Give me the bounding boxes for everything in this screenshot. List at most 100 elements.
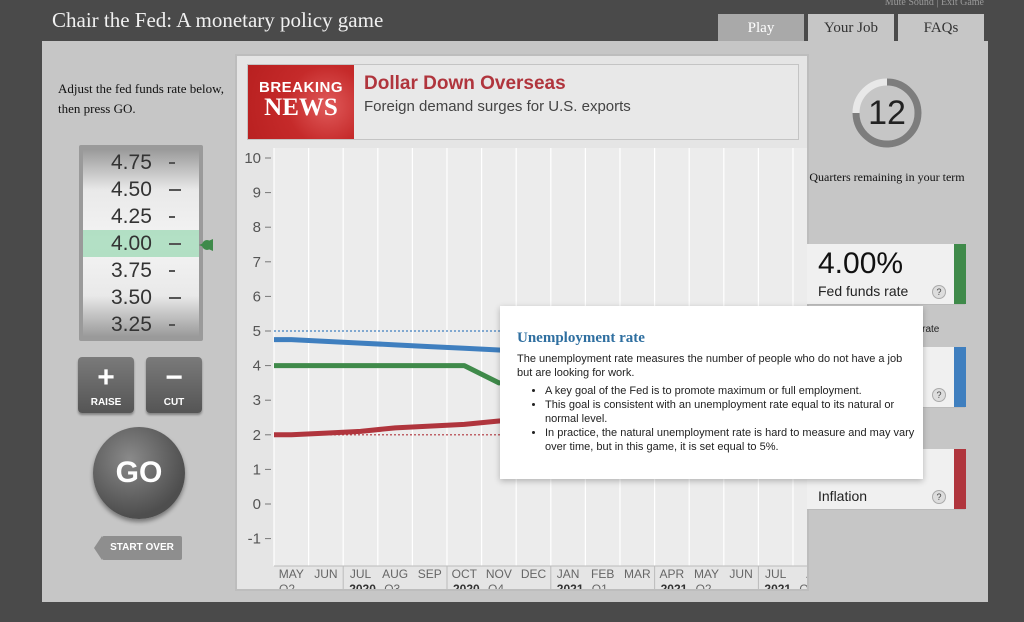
news-subheadline: Foreign demand surges for U.S. exports [364, 98, 631, 115]
rate-dial-window: 4.75 4.50 4.25 4.00 3.75 3.50 3.25 [83, 149, 199, 337]
x-month-label: DEC [521, 567, 547, 581]
mute-sound-link[interactable]: Mute Sound [884, 0, 934, 8]
series-line-fed_funds [274, 363, 534, 386]
x-month-label: FEB [591, 567, 614, 581]
exit-game-link[interactable]: Exit Game [940, 0, 984, 8]
fed-funds-label: Fed funds rate [818, 283, 909, 299]
rate-dial[interactable]: 4.75 4.50 4.25 4.00 3.75 3.50 3.25 [79, 145, 203, 341]
rate-option-4-25[interactable]: 4.25 [83, 203, 199, 230]
quarters-ring-arc [852, 78, 922, 148]
rate-option-label: 3.25 [111, 313, 152, 336]
rate-option-label: 4.75 [111, 151, 152, 174]
inflation-label: Inflation [818, 488, 868, 504]
quarters-remaining-label: Quarters remaining in your term [809, 170, 965, 184]
rate-option-4-50[interactable]: 4.50 [83, 176, 199, 203]
rate-option-label: 4.25 [111, 205, 152, 228]
inflation-help-icon[interactable]: ? [932, 490, 946, 504]
tooltip-bullet: A key goal of the Fed is to promote maxi… [545, 384, 915, 398]
x-month-label: OCT [452, 567, 478, 581]
x-month-label: APR [660, 567, 685, 581]
x-quarter-label: Q2 [279, 582, 295, 589]
y-tick-label: 6 [253, 288, 261, 305]
series-line-unemployment [274, 337, 534, 355]
rate-tick [169, 243, 181, 245]
y-tick-label: 5 [253, 323, 261, 340]
rate-option-label: 4.00 [111, 232, 152, 255]
rate-option-label: 4.50 [111, 178, 152, 201]
x-year-label: 2021 [557, 582, 584, 589]
utility-links: Mute Sound | Exit Game [885, 0, 984, 8]
cut-button[interactable]: − CUT [146, 357, 202, 413]
unemployment-color-bar [954, 347, 966, 407]
tooltip-bullets: A key goal of the Fed is to promote maxi… [517, 384, 915, 454]
logo-line-breaking: BREAKING [258, 79, 343, 96]
page-title: Chair the Fed: A monetary policy game [52, 8, 384, 32]
rate-tick [169, 216, 175, 218]
x-quarter-label: Q4 [488, 582, 504, 589]
x-quarter-label: Q [799, 582, 807, 589]
unemployment-help-icon[interactable]: ? [932, 388, 946, 402]
x-month-label: NOV [486, 567, 512, 581]
x-month-label: JUL [350, 567, 372, 581]
x-month-label: A [806, 567, 807, 581]
go-button[interactable]: GO [93, 427, 185, 519]
tooltip-body: The unemployment rate measures the numbe… [517, 352, 915, 454]
rate-tick [169, 324, 175, 326]
x-month-label: JUL [765, 567, 787, 581]
y-tick-label: 2 [253, 427, 261, 444]
rate-option-4-75[interactable]: 4.75 [83, 149, 199, 176]
y-tick-label: 10 [244, 150, 261, 167]
rate-pointer-dot [202, 240, 212, 250]
x-month-label: MAR [624, 567, 651, 581]
tab-faqs[interactable]: FAQs [898, 14, 984, 41]
rate-option-3-50[interactable]: 3.50 [83, 284, 199, 311]
x-month-label: MAY [279, 567, 304, 581]
minus-icon: − [165, 361, 183, 394]
quarters-remaining-value: 12 [868, 94, 906, 132]
tab-play[interactable]: Play [718, 14, 804, 41]
fed-funds-help-icon[interactable]: ? [932, 285, 946, 299]
card-label-peek: nt rate [911, 324, 940, 335]
rate-tick [169, 270, 175, 272]
breaking-news-logo: BREAKING NEWS [248, 65, 354, 139]
rate-option-3-75[interactable]: 3.75 [83, 257, 199, 284]
x-year-label: 2020 [453, 582, 480, 589]
link-divider: | [936, 0, 941, 8]
x-year-label: 2021 [764, 582, 791, 589]
tooltip-bullet: In practice, the natural unemployment ra… [545, 426, 915, 454]
y-tick-label: -1 [248, 531, 261, 548]
plus-icon: + [97, 361, 115, 394]
y-tick-label: 8 [253, 219, 261, 236]
x-month-label: JAN [557, 567, 580, 581]
x-month-label: JUN [314, 567, 337, 581]
y-tick-label: 1 [253, 461, 261, 478]
x-year-label: 2021 [661, 582, 688, 589]
tab-your-job[interactable]: Your Job [808, 14, 894, 41]
start-over-button[interactable]: START OVER [94, 536, 182, 560]
tooltip-title: Unemployment rate [517, 330, 645, 346]
x-quarter-label: Q1 [592, 582, 608, 589]
y-tick-label: 3 [253, 392, 261, 409]
x-year-label: 2020 [349, 582, 376, 589]
rate-option-label: 3.50 [111, 286, 152, 309]
fed-funds-color-bar [954, 244, 966, 304]
inflation-color-bar [954, 449, 966, 509]
fed-funds-card: 4.00% Fed funds rate ? [807, 244, 966, 305]
rate-controls: Adjust the fed funds rate below, then pr… [42, 41, 236, 602]
x-quarter-label: Q3 [384, 582, 400, 589]
x-month-label: SEP [418, 567, 442, 581]
x-month-label: AUG [382, 567, 408, 581]
rate-tick [169, 162, 175, 164]
rate-option-4-00[interactable]: 4.00 [83, 230, 199, 257]
rate-tick [169, 297, 181, 299]
rate-option-label: 3.75 [111, 259, 152, 282]
quarters-ring [852, 78, 922, 148]
rate-tick [169, 189, 181, 191]
y-tick-label: 0 [253, 496, 261, 513]
raise-button[interactable]: + RAISE [78, 357, 134, 413]
news-headline: Dollar Down Overseas [364, 73, 566, 94]
x-month-label: JUN [729, 567, 752, 581]
cut-button-label: CUT [163, 397, 185, 408]
rate-option-3-25[interactable]: 3.25 [83, 311, 199, 337]
logo-line-news: NEWS [264, 94, 338, 121]
